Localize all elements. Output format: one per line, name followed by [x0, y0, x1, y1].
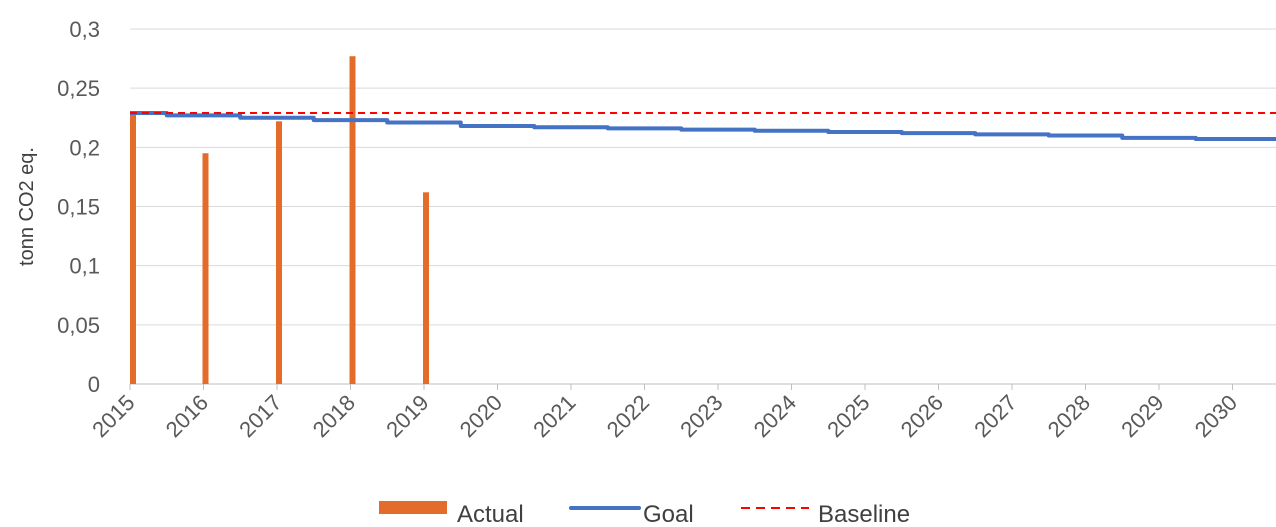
x-tick-label: 2020 — [455, 390, 507, 442]
actual-bar — [130, 114, 136, 384]
legend-label-goal: Goal — [643, 501, 694, 527]
gridlines — [130, 28, 1276, 385]
x-tick-label: 2023 — [675, 390, 727, 442]
legend: Actual Goal Baseline — [379, 501, 910, 527]
goal-line — [130, 111, 1276, 142]
x-tick-label: 2016 — [161, 390, 213, 442]
actual-bar — [202, 153, 209, 384]
x-tick-label: 2018 — [308, 390, 360, 442]
x-tick-label: 2017 — [234, 390, 286, 442]
y-tick-label: 0,3 — [69, 17, 100, 42]
legend-label-baseline: Baseline — [818, 501, 910, 527]
y-tick-label: 0,1 — [69, 254, 100, 279]
y-tick-label: 0,15 — [57, 195, 100, 220]
y-tick-label: 0 — [88, 372, 100, 397]
x-tick-label: 2022 — [602, 390, 654, 442]
x-tick-label: 2015 — [87, 390, 139, 442]
actual-bar — [423, 192, 429, 384]
x-tick-labels: 2015 2016 2017 2018 2019 2020 2021 2022 2023 2024… — [87, 384, 1242, 442]
x-tick-label: 2029 — [1116, 390, 1168, 442]
y-tick-labels: 0 0,05 0,1 0,15 0,2 0,25 0,3 — [57, 17, 100, 397]
series-lines — [130, 111, 1276, 142]
legend-label-actual: Actual — [457, 501, 524, 527]
actual-bar — [349, 56, 356, 384]
x-tick-label: 2024 — [749, 390, 801, 442]
y-tick-label: 0,05 — [57, 313, 100, 338]
x-tick-label: 2027 — [969, 390, 1021, 442]
x-tick-label: 2030 — [1190, 390, 1242, 442]
x-tick-label: 2025 — [822, 390, 874, 442]
x-tick-label: 2019 — [381, 390, 433, 442]
y-tick-label: 0,25 — [57, 76, 100, 101]
x-tick-label: 2026 — [896, 390, 948, 442]
actual-bar — [276, 121, 282, 385]
y-axis-label: tonn CO2 eq. — [16, 147, 38, 266]
legend-swatch-actual — [379, 501, 447, 514]
y-tick-label: 0,2 — [69, 135, 100, 160]
x-tick-label: 2028 — [1043, 390, 1095, 442]
x-tick-label: 2021 — [528, 390, 580, 442]
actual-bars — [130, 56, 429, 385]
